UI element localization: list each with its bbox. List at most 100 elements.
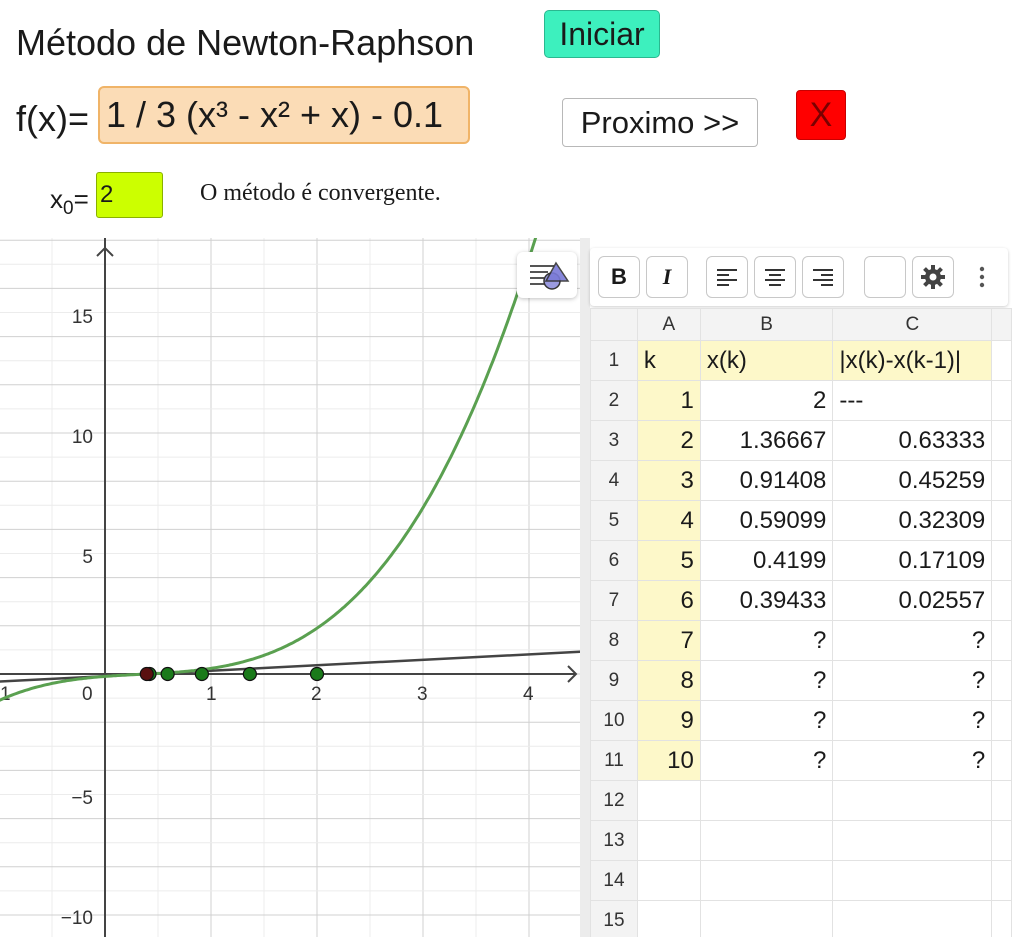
row-header[interactable]: 4 <box>590 460 638 501</box>
cell-b[interactable]: 0.59099 <box>699 500 834 541</box>
row-header[interactable]: 10 <box>590 700 638 741</box>
iterate-point[interactable] <box>194 666 209 682</box>
cell-d[interactable] <box>991 780 1012 821</box>
cell-a[interactable]: k <box>636 340 701 381</box>
row-header[interactable]: 11 <box>590 740 638 781</box>
cell-a[interactable] <box>636 820 701 861</box>
cell-d[interactable] <box>991 820 1012 861</box>
cell-a[interactable]: 9 <box>636 700 701 741</box>
align-center-button[interactable] <box>754 256 796 298</box>
cell-d[interactable] <box>991 620 1012 661</box>
cell-b[interactable]: ? <box>699 620 834 661</box>
corner-cell[interactable] <box>590 308 638 341</box>
function-input[interactable]: 1 / 3 (x³ - x² + x) - 0.1 <box>98 86 470 144</box>
row-header[interactable]: 14 <box>590 860 638 901</box>
iterate-point[interactable] <box>242 666 257 682</box>
cell-b[interactable]: x(k) <box>699 340 834 381</box>
initial-guess-input[interactable]: 2 <box>96 172 163 218</box>
column-header[interactable]: A <box>636 308 701 341</box>
column-header[interactable]: C <box>832 308 993 341</box>
graphics-style-toggle[interactable] <box>517 252 577 298</box>
cell-a[interactable]: 3 <box>636 460 701 501</box>
cell-a[interactable]: 5 <box>636 540 701 581</box>
cell-c[interactable]: ? <box>832 660 993 701</box>
row-header[interactable]: 15 <box>590 900 638 937</box>
cell-c[interactable]: 0.17109 <box>832 540 993 581</box>
cell-d[interactable] <box>991 660 1012 701</box>
align-left-button[interactable] <box>706 256 748 298</box>
cell-b[interactable]: 1.36667 <box>699 420 834 461</box>
bold-button[interactable]: B <box>598 256 640 298</box>
cell-b[interactable]: ? <box>699 660 834 701</box>
cell-b[interactable]: ? <box>699 740 834 781</box>
cell-c[interactable] <box>832 780 993 821</box>
column-header[interactable]: B <box>699 308 834 341</box>
cell-a[interactable]: 10 <box>636 740 701 781</box>
row-header[interactable]: 3 <box>590 420 638 461</box>
cell-b[interactable]: ? <box>699 700 834 741</box>
cell-a[interactable] <box>636 780 701 821</box>
cell-a[interactable]: 2 <box>636 420 701 461</box>
iterate-point[interactable] <box>309 666 325 682</box>
row-header[interactable]: 7 <box>590 580 638 621</box>
iterate-point[interactable] <box>139 666 154 682</box>
row-header[interactable]: 2 <box>590 380 638 421</box>
color-button[interactable] <box>864 256 906 298</box>
next-step-button[interactable]: Proximo >> <box>562 98 758 147</box>
cell-a[interactable]: 8 <box>636 660 701 701</box>
row-header[interactable]: 5 <box>590 500 638 541</box>
cell-c[interactable]: 0.02557 <box>832 580 993 621</box>
cell-c[interactable] <box>832 860 993 901</box>
cell-a[interactable] <box>636 860 701 901</box>
settings-button[interactable] <box>912 256 954 298</box>
cell-d[interactable] <box>991 580 1012 621</box>
cell-a[interactable]: 4 <box>636 500 701 541</box>
cell-c[interactable] <box>832 900 993 937</box>
spreadsheet[interactable]: A B C 1 k x(k) |x(k)-x(k-1)| 2 1 2 --- 3 2 1.36667… <box>590 308 1012 937</box>
cell-c[interactable]: |x(k)-x(k-1)| <box>832 340 993 381</box>
cell-a[interactable]: 7 <box>636 620 701 661</box>
cell-d[interactable] <box>991 540 1012 581</box>
cell-d[interactable] <box>991 860 1012 901</box>
cell-c[interactable]: 0.63333 <box>832 420 993 461</box>
graphics-view[interactable]: 1 0 1 2 3 4 15 10 5 −5 −10 <box>0 238 580 937</box>
cell-b[interactable]: 0.4199 <box>699 540 834 581</box>
cell-d[interactable] <box>991 900 1012 937</box>
row-header[interactable]: 8 <box>590 620 638 661</box>
cell-d[interactable] <box>991 340 1012 381</box>
cell-c[interactable]: 0.32309 <box>832 500 993 541</box>
column-header-empty[interactable] <box>991 308 1012 341</box>
row-header[interactable]: 6 <box>590 540 638 581</box>
cell-c[interactable] <box>832 820 993 861</box>
row-header[interactable]: 13 <box>590 820 638 861</box>
cell-d[interactable] <box>991 740 1012 781</box>
cell-a[interactable] <box>636 900 701 937</box>
cell-b[interactable] <box>699 900 834 937</box>
cell-b[interactable]: 0.39433 <box>699 580 834 621</box>
cell-c[interactable]: ? <box>832 740 993 781</box>
cell-a[interactable]: 1 <box>636 380 701 421</box>
reset-button[interactable]: X <box>796 90 846 140</box>
cell-b[interactable] <box>699 820 834 861</box>
row-header[interactable]: 1 <box>590 340 638 381</box>
cell-b[interactable]: 0.91408 <box>699 460 834 501</box>
cell-c[interactable]: --- <box>832 380 993 421</box>
iterate-point[interactable] <box>160 666 175 682</box>
cell-c[interactable]: ? <box>832 620 993 661</box>
align-right-button[interactable] <box>802 256 844 298</box>
cell-b[interactable]: 2 <box>699 380 834 421</box>
cell-b[interactable] <box>699 860 834 901</box>
cell-c[interactable]: 0.45259 <box>832 460 993 501</box>
cell-d[interactable] <box>991 380 1012 421</box>
view-divider[interactable] <box>580 238 590 937</box>
cell-d[interactable] <box>991 700 1012 741</box>
start-button[interactable]: Iniciar <box>544 10 660 58</box>
cell-d[interactable] <box>991 420 1012 461</box>
graph-canvas[interactable]: 1 0 1 2 3 4 15 10 5 −5 −10 <box>0 238 580 937</box>
cell-d[interactable] <box>991 500 1012 541</box>
italic-button[interactable]: I <box>646 256 688 298</box>
cell-a[interactable]: 6 <box>636 580 701 621</box>
cell-b[interactable] <box>699 780 834 821</box>
more-options-button[interactable] <box>974 264 990 290</box>
cell-c[interactable]: ? <box>832 700 993 741</box>
